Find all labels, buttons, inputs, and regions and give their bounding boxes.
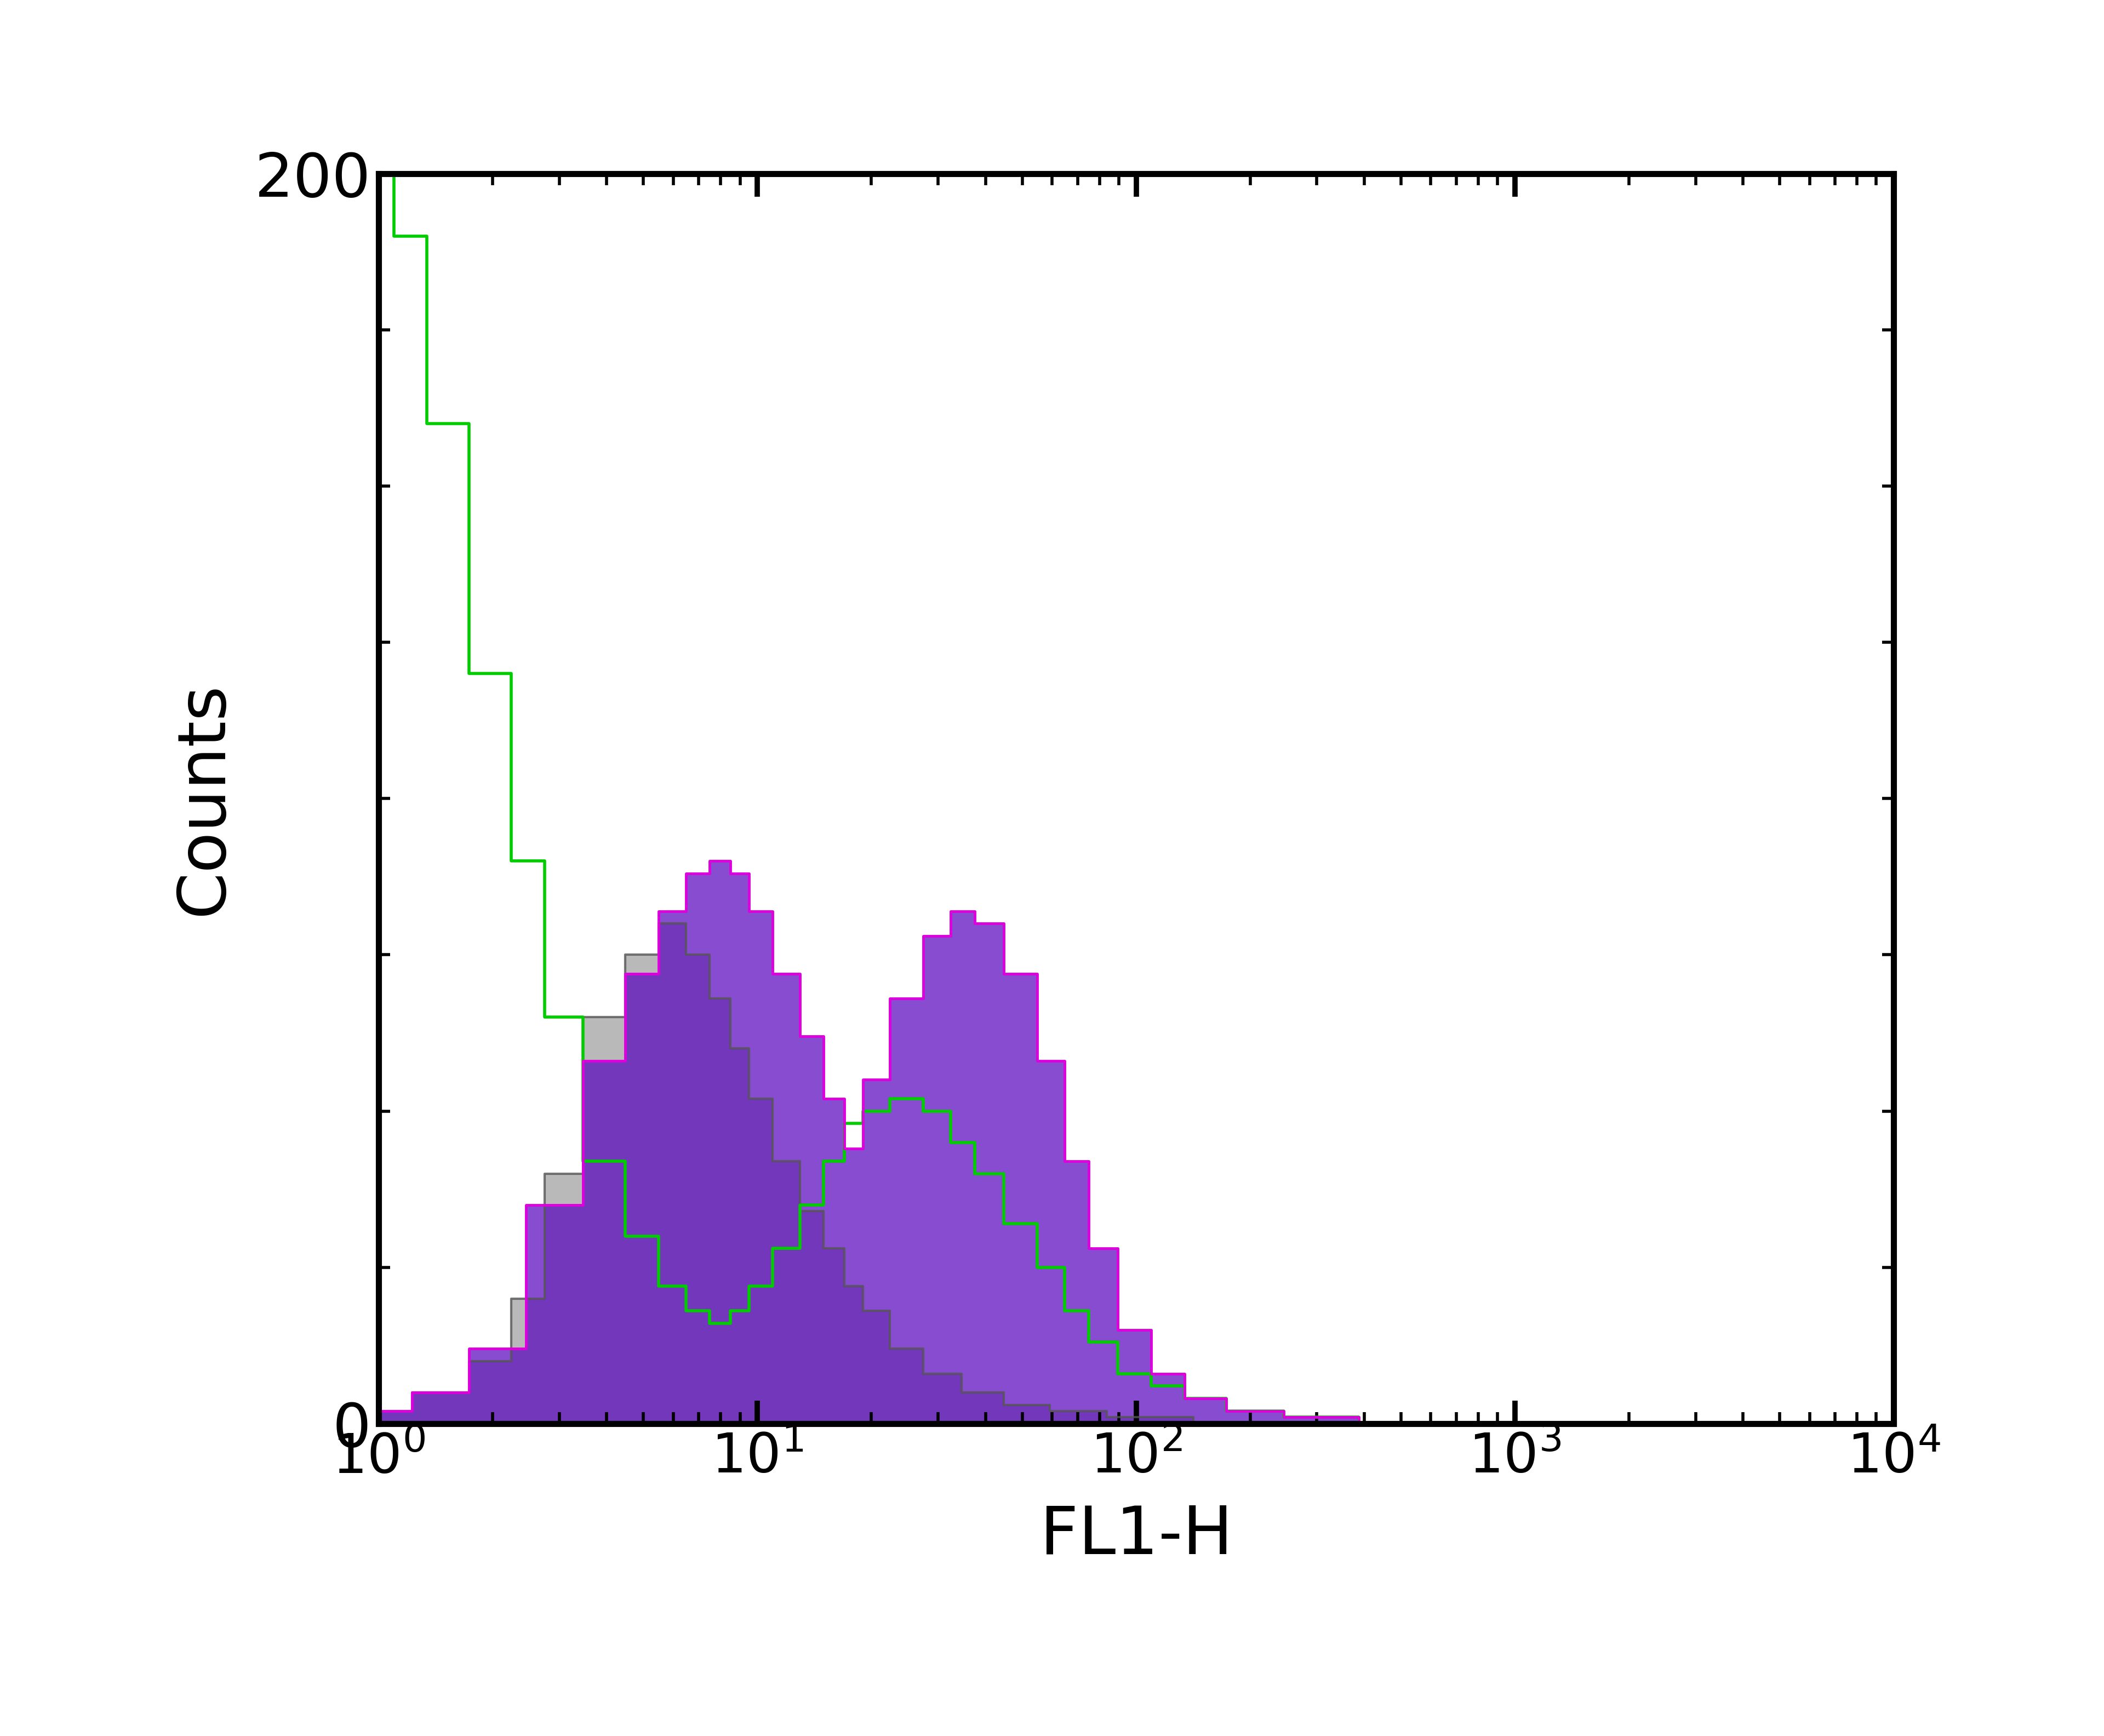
Y-axis label: Counts: Counts bbox=[173, 682, 236, 915]
X-axis label: FL1-H: FL1-H bbox=[1039, 1503, 1233, 1568]
